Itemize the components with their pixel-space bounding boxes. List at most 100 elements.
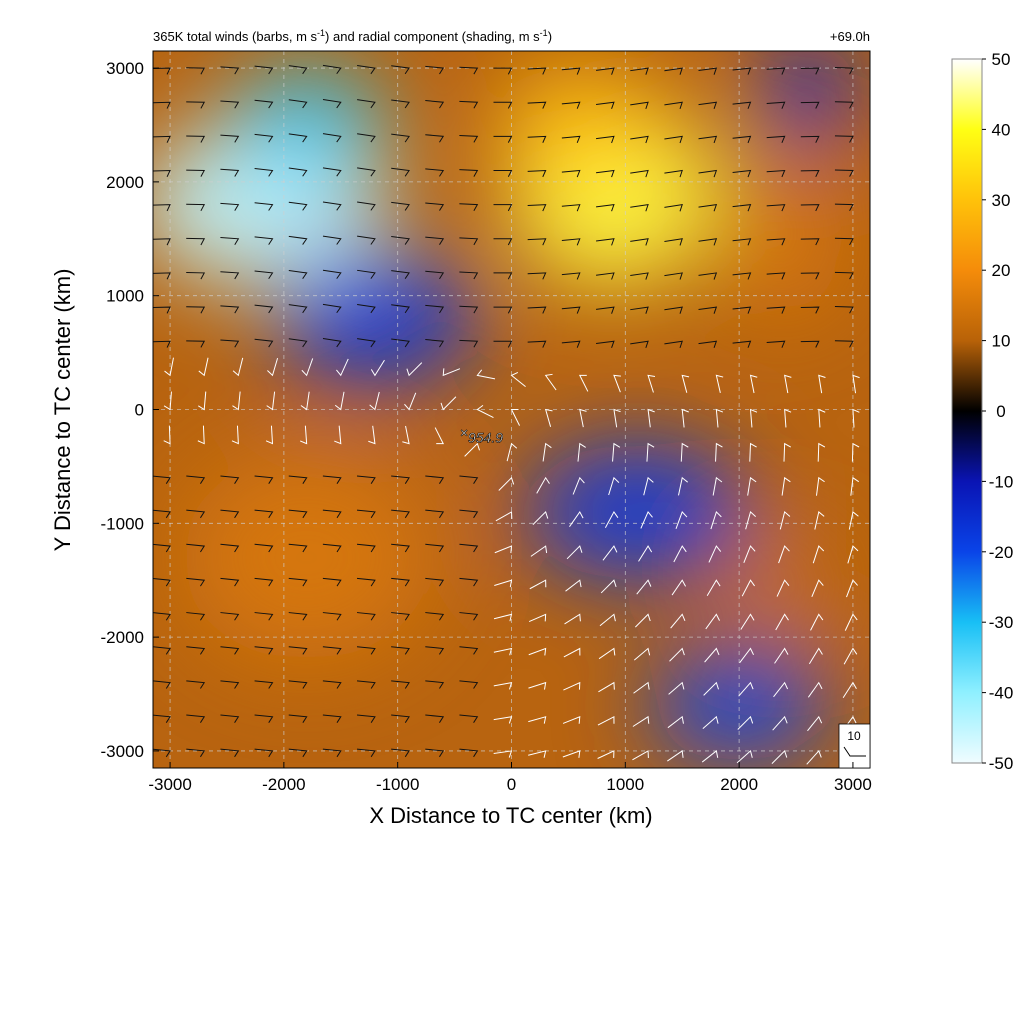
wind-barb: [186, 612, 206, 621]
wind-barb: [391, 270, 410, 279]
wind-barb: [800, 204, 820, 212]
wind-barb: [852, 408, 860, 428]
wind-barb: [640, 510, 653, 529]
wind-barb: [391, 612, 410, 621]
wind-barb: [288, 646, 308, 655]
wind-barb: [288, 99, 308, 109]
wind-barb: [630, 101, 649, 110]
wind-barb: [254, 714, 274, 723]
wind-barb: [459, 237, 479, 246]
wind-barb: [322, 201, 342, 211]
wind-barb: [425, 202, 445, 211]
wind-barb: [847, 545, 859, 564]
wind-barb: [322, 612, 342, 621]
wind-barb: [710, 510, 722, 530]
wind-barb: [630, 340, 649, 349]
wind-barb: [844, 613, 858, 631]
wind-barb: [578, 374, 589, 392]
wind-barb: [425, 65, 445, 75]
wind-barb: [544, 408, 553, 427]
wind-barb: [800, 306, 820, 314]
wind-barb: [153, 543, 171, 553]
colorbar-ticks: 50 40 30 20 10 0 -10 -20 -30 -40 -50: [982, 50, 1013, 773]
wind-barb: [336, 358, 349, 377]
colorbar-tick-label: -10: [989, 472, 1014, 491]
wind-barb: [732, 272, 752, 280]
wind-barb: [527, 135, 547, 143]
wind-barb: [368, 425, 376, 445]
wind-barb: [391, 338, 410, 348]
wind-barb: [664, 272, 683, 280]
wind-barb: [153, 714, 171, 723]
wind-barb: [493, 750, 513, 758]
y-tick-label: -1000: [101, 514, 144, 533]
wind-barb: [356, 748, 376, 758]
wind-barb: [630, 272, 649, 280]
wind-barb: [459, 100, 479, 109]
wind-barb: [596, 135, 615, 144]
colorbar-tick-label: -40: [989, 684, 1014, 703]
wind-barb: [288, 748, 308, 758]
wind-barb: [647, 374, 656, 393]
wind-barb: [664, 101, 683, 110]
wind-barb: [322, 680, 342, 689]
wind-barb: [163, 425, 171, 445]
wind-barb: [220, 339, 240, 348]
wind-barb: [476, 369, 496, 380]
wind-barb: [561, 272, 581, 280]
wind-barb: [704, 647, 720, 663]
wind-barb: [818, 374, 826, 394]
wind-barb: [254, 168, 274, 177]
wind-barb: [153, 306, 171, 314]
wind-barb: [459, 271, 479, 280]
wind-barb: [391, 167, 410, 177]
wind-barb: [464, 442, 480, 457]
wind-barb: [630, 204, 649, 212]
wind-barb: [781, 476, 791, 496]
colorbar-tick-label: 0: [996, 402, 1005, 421]
wind-barb: [633, 681, 650, 694]
wind-barb: [198, 357, 209, 377]
wind-barb: [698, 67, 718, 75]
wind-barb: [527, 204, 547, 212]
wind-barb: [254, 338, 274, 348]
wind-barb: [425, 339, 445, 348]
wind-barb: [565, 579, 582, 592]
wind-barb: [597, 715, 615, 726]
x-axis-label: X Distance to TC center (km): [369, 803, 652, 828]
wind-barb: [459, 748, 479, 758]
wind-barb: [527, 306, 547, 314]
wind-barb: [852, 374, 860, 394]
wind-barb: [493, 67, 513, 75]
wind-barb: [186, 748, 206, 758]
wind-barb: [267, 357, 279, 377]
wind-barb: [600, 579, 617, 594]
wind-barb: [322, 748, 342, 758]
wind-barb: [715, 374, 724, 394]
tc-center-icon: ×: [460, 424, 468, 440]
plot-area: × 954.9 10: [152, 50, 871, 769]
wind-barb: [254, 236, 274, 245]
x-tick-label: 2000: [720, 775, 758, 794]
wind-barb: [254, 748, 274, 758]
wind-barb: [265, 425, 274, 445]
wind-barb: [743, 545, 756, 563]
wind-barb: [800, 272, 820, 280]
x-tick-label: -1000: [376, 775, 419, 794]
wind-barb: [254, 99, 274, 109]
wind-barb: [732, 67, 752, 75]
wind-barb: [703, 681, 719, 696]
wind-barb: [493, 306, 513, 314]
wind-barb: [356, 509, 376, 519]
wind-barb: [425, 236, 445, 245]
wind-barb: [732, 340, 752, 348]
y-axis-ticks: -3000 -2000 -1000 0 1000 2000 3000: [101, 59, 159, 761]
wind-barb: [739, 647, 754, 664]
wind-barb: [459, 612, 479, 621]
wind-barb: [356, 612, 376, 621]
wind-barb: [536, 476, 550, 494]
wind-barb: [596, 272, 615, 280]
wind-barb: [357, 167, 376, 177]
wind-barb: [766, 169, 786, 178]
wind-barb: [186, 714, 206, 723]
